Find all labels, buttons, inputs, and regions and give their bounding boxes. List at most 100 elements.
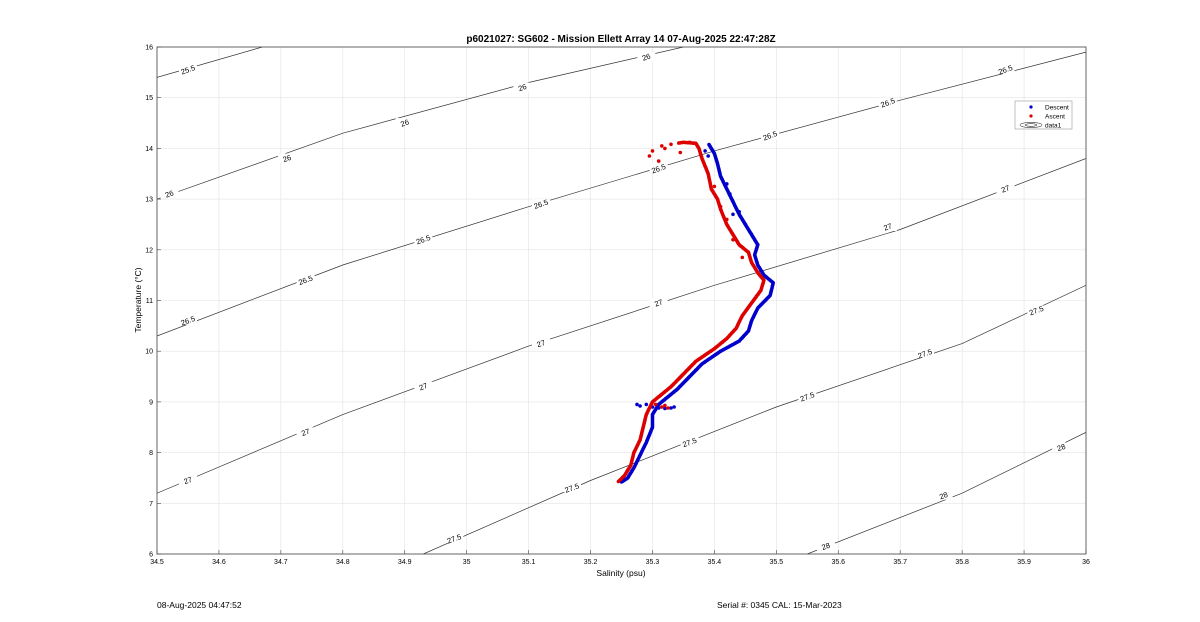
- data-point: [740, 255, 745, 260]
- contour-label-bg: [531, 338, 550, 348]
- contour-label: 27: [882, 221, 893, 232]
- density-contour-27.5: [423, 284, 1086, 554]
- data-point: [725, 182, 729, 186]
- data-point: [707, 142, 711, 147]
- series-ascent: [616, 140, 766, 484]
- y-tick-label: 12: [145, 247, 153, 254]
- density-contour-28: [807, 431, 1086, 554]
- x-tick-label: 36: [1082, 559, 1090, 566]
- contour-label-bg: [531, 199, 550, 209]
- contour-label-bg: [915, 348, 934, 358]
- y-tick-label: 15: [145, 95, 153, 102]
- contour-label-bg: [513, 82, 532, 92]
- x-tick-label: 35.5: [770, 559, 784, 566]
- contour-label: 27: [183, 475, 194, 486]
- data-point: [706, 154, 710, 158]
- y-tick-label: 8: [149, 450, 153, 457]
- data-point: [677, 141, 681, 145]
- contour-label-bg: [160, 189, 179, 199]
- data-point: [653, 402, 658, 407]
- data-point: [660, 405, 664, 409]
- legend-box: [1014, 100, 1073, 130]
- data-point: [687, 140, 692, 145]
- contour-label-bg: [445, 533, 464, 543]
- data-point: [663, 403, 667, 408]
- data-series: [616, 140, 775, 484]
- contour-label-bg: [414, 381, 433, 391]
- x-tick-label: 35: [463, 559, 471, 566]
- contour-label-bg: [934, 490, 953, 500]
- contour-label: 26: [164, 188, 175, 199]
- legend-descent-label: Descent: [1045, 105, 1069, 112]
- x-axis-label: Salinity (psu): [596, 568, 645, 578]
- density-contour-25.5: [157, 47, 263, 78]
- footer-timestamp: 08-Aug-2025 04:47:52: [157, 600, 242, 610]
- data-point: [669, 406, 673, 410]
- data-point: [725, 217, 729, 222]
- legend-ascent-marker: [1029, 114, 1033, 118]
- chart-title: p6021027: SG602 - Mission Ellett Array 1…: [466, 34, 775, 45]
- y-tick-label: 10: [145, 349, 153, 356]
- y-tick-label: 14: [145, 146, 153, 153]
- contour-label-bg: [1027, 305, 1046, 315]
- data-point: [712, 184, 717, 189]
- contour-label-bg: [649, 298, 668, 308]
- data-point: [672, 405, 676, 409]
- x-axis-ticks: 34.5 34.6 34.7 34.8 34.9 35 35.1 35.2 35.3 35.4 35…: [150, 550, 1090, 566]
- x-tick-label: 34.7: [274, 559, 288, 566]
- data-point: [647, 154, 652, 158]
- footer-serial-cal: Serial #: 0345 CAL: 15-Mar-2023: [717, 600, 842, 610]
- contour-label-bg: [178, 315, 197, 325]
- data-point: [663, 406, 667, 411]
- contour-label-bg: [798, 391, 817, 401]
- data-point: [660, 144, 664, 148]
- contour-label-bg: [296, 275, 315, 285]
- data-point: [663, 146, 667, 151]
- contour-label-bg: [996, 64, 1015, 74]
- contour-label-bg: [761, 130, 780, 140]
- data-point: [737, 210, 741, 214]
- contour-label-bg: [296, 427, 315, 437]
- contour-label-bg: [178, 475, 197, 485]
- contour-label: 26: [399, 117, 410, 128]
- contour-label: 26: [517, 82, 528, 93]
- contour-label-bg: [649, 163, 668, 173]
- contour-label: 28: [1056, 442, 1067, 453]
- contour-label-bg: [637, 52, 656, 62]
- series-descent: [619, 142, 775, 484]
- x-tick-label: 34.5: [150, 559, 164, 566]
- contour-label-bg: [996, 183, 1015, 193]
- data-point: [644, 402, 649, 407]
- y-tick-label: 7: [149, 501, 153, 508]
- contour-label: 28: [820, 541, 831, 552]
- contour-label: 26: [641, 51, 652, 62]
- contour-label-bg: [278, 153, 297, 163]
- x-tick-label: 35.8: [955, 559, 969, 566]
- contour-label: 27: [536, 338, 547, 349]
- legend-descent-marker: [1029, 105, 1033, 109]
- data-point: [678, 150, 683, 155]
- data-point: [731, 212, 735, 217]
- contour-label-bg: [178, 64, 197, 74]
- x-tick-label: 35.6: [831, 559, 845, 566]
- legend-contour-marker-inner: [1024, 123, 1038, 127]
- x-tick-label: 35.2: [584, 559, 598, 566]
- contour-label: 27: [300, 427, 311, 438]
- density-contour-26: [157, 47, 684, 200]
- x-tick-label: 35.4: [708, 559, 722, 566]
- x-tick-label: 35.3: [646, 559, 660, 566]
- y-tick-label: 16: [145, 45, 153, 52]
- y-tick-label: 13: [145, 197, 153, 204]
- x-tick-label: 35.7: [893, 559, 907, 566]
- contour-label-bg: [395, 118, 414, 128]
- x-tick-label: 35.1: [522, 559, 536, 566]
- data-point: [638, 404, 642, 408]
- y-axis-label: Temperature (°C): [133, 267, 143, 332]
- legend-ascent-label: Ascent: [1045, 114, 1065, 121]
- data-point: [656, 159, 661, 163]
- contour-label: 27: [653, 297, 664, 308]
- data-point: [703, 149, 707, 153]
- data-point: [669, 142, 673, 147]
- data-point: [718, 204, 723, 209]
- density-contour-labels: 25.5262626262626.526.526.526.526.526.526…: [160, 51, 1071, 552]
